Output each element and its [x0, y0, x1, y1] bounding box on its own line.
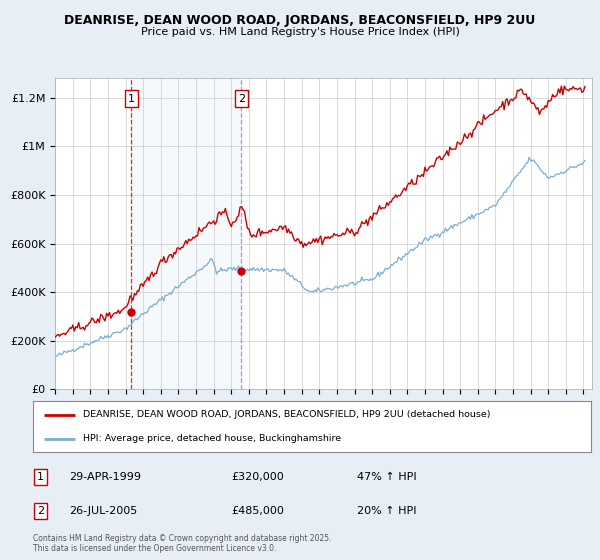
- Text: 2: 2: [238, 94, 245, 104]
- Text: 1: 1: [128, 94, 135, 104]
- Text: £485,000: £485,000: [231, 506, 284, 516]
- Text: Price paid vs. HM Land Registry's House Price Index (HPI): Price paid vs. HM Land Registry's House …: [140, 27, 460, 37]
- Text: HPI: Average price, detached house, Buckinghamshire: HPI: Average price, detached house, Buck…: [83, 434, 341, 443]
- Text: 26-JUL-2005: 26-JUL-2005: [69, 506, 137, 516]
- Bar: [131, 78, 241, 389]
- Text: £320,000: £320,000: [231, 472, 284, 482]
- Text: 20% ↑ HPI: 20% ↑ HPI: [357, 506, 416, 516]
- Text: 29-APR-1999: 29-APR-1999: [69, 472, 141, 482]
- Text: 2: 2: [37, 506, 44, 516]
- Text: DEANRISE, DEAN WOOD ROAD, JORDANS, BEACONSFIELD, HP9 2UU: DEANRISE, DEAN WOOD ROAD, JORDANS, BEACO…: [64, 14, 536, 27]
- Text: 47% ↑ HPI: 47% ↑ HPI: [357, 472, 416, 482]
- Text: 1: 1: [37, 472, 44, 482]
- Text: DEANRISE, DEAN WOOD ROAD, JORDANS, BEACONSFIELD, HP9 2UU (detached house): DEANRISE, DEAN WOOD ROAD, JORDANS, BEACO…: [83, 410, 491, 419]
- Text: Contains HM Land Registry data © Crown copyright and database right 2025.
This d: Contains HM Land Registry data © Crown c…: [33, 534, 331, 553]
